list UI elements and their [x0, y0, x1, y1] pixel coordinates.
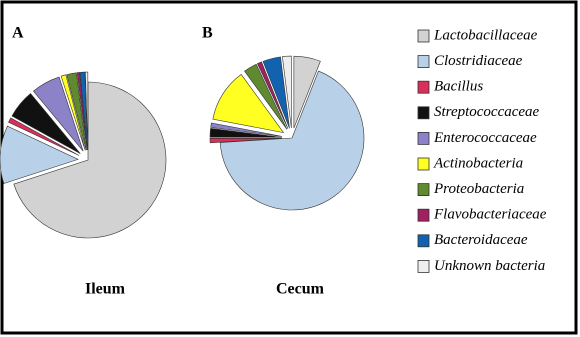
- pie-slice: [282, 55, 292, 129]
- legend-swatch: [417, 183, 430, 197]
- legend-label: Bacteroidaceae: [434, 232, 528, 248]
- pie-slice: [256, 61, 289, 129]
- pie-slice: [33, 76, 84, 152]
- legend-swatch: [417, 157, 430, 171]
- legend-label: Unknown bacteria: [434, 258, 545, 274]
- legend-swatch: [417, 80, 430, 94]
- pie-slice: [293, 55, 321, 129]
- legend-swatch: [417, 259, 430, 273]
- legend-swatch: [417, 29, 430, 43]
- pie-label: Ileum: [85, 281, 126, 298]
- pie-title: B: [202, 25, 213, 42]
- pie-slice: [13, 81, 167, 239]
- legend-swatch: [417, 234, 430, 248]
- legend-swatch: [417, 55, 430, 68]
- pie-slice: [76, 72, 88, 151]
- legend-swatch: [417, 131, 430, 145]
- legend-swatch: [417, 106, 430, 120]
- legend-label: Actinobacteria: [433, 155, 523, 171]
- pie-slice: [8, 117, 80, 156]
- pie-slice: [60, 74, 86, 151]
- legend-label: Enterococcaceae: [433, 130, 537, 146]
- pie-slice: [219, 70, 365, 211]
- pie-slice: [11, 93, 81, 154]
- legend-label: Bacillus: [434, 79, 483, 95]
- pie-slice: [209, 128, 283, 138]
- pie-slice: [66, 72, 87, 151]
- pie-slice: [79, 71, 88, 151]
- legend-label: Clostridiaceae: [434, 53, 523, 69]
- pie-slice: [85, 71, 89, 151]
- pie-slice: [0, 125, 79, 184]
- legend-label: Flavobacteriaceae: [433, 207, 547, 223]
- pie-slice: [210, 122, 283, 137]
- pie-slice: [244, 63, 288, 130]
- pie-label: Cecum: [276, 281, 325, 298]
- pie-title: A: [12, 25, 24, 42]
- pie-slice: [212, 73, 285, 134]
- legend-label: Lactobacillaceae: [433, 27, 538, 43]
- legend-label: Streptococcaceae: [434, 104, 540, 120]
- pie-slice: [209, 138, 283, 144]
- pie-slice: [262, 56, 290, 129]
- legend-swatch: [417, 208, 430, 222]
- legend-label: Proteobacteria: [433, 181, 524, 197]
